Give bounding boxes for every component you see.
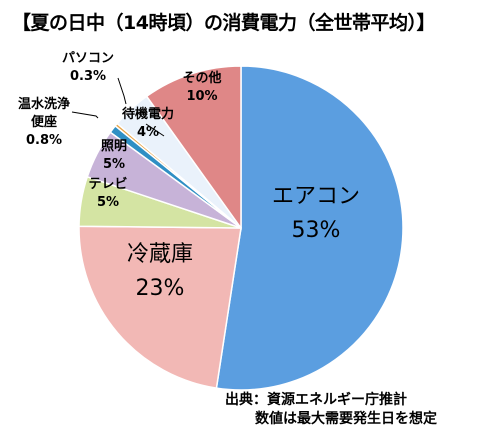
pie-value-label-other: 10%	[186, 89, 217, 104]
pie-slice-label-heated-toilet-seat: 温水洗浄	[18, 96, 70, 112]
pie-slices	[78, 65, 404, 391]
pie-value-label-standby-power: 4%	[137, 125, 159, 140]
pie-slice-label-television: テレビ	[88, 176, 127, 192]
source-line-2: 数値は最大需要発生日を想定	[255, 411, 437, 427]
pie-slice-label-pc: パソコン	[62, 51, 114, 66]
pie-value-label-heated-toilet-seat: 0.8%	[26, 133, 62, 148]
pie-slice-other	[145, 65, 242, 231]
pie-value-label-television: 5%	[97, 195, 119, 210]
source-line-1: 出典：資源エネルギー庁推計	[225, 392, 407, 408]
chart-title: 【夏の日中（14時頃）の消費電力（全世帯平均）】	[12, 12, 435, 34]
pie-slice-label-standby-power: 待機電力	[121, 106, 174, 122]
leader-line-standby-power	[145, 123, 165, 137]
source-note: 出典：資源エネルギー庁推計 数値は最大需要発生日を想定	[225, 391, 437, 429]
pie-slice-label-lighting: 照明	[101, 139, 127, 154]
pie-slice-label-refrigerator: 冷蔵庫	[127, 242, 193, 267]
pie-slice-refrigerator	[78, 225, 242, 389]
pie-value-label-lighting: 5%	[103, 157, 125, 172]
leader-line-heated-toilet-seat	[71, 111, 99, 119]
pie-slice-label-aircon: エアコン	[272, 184, 360, 209]
pie-value-label-pc: 0.3%	[70, 69, 106, 84]
pie-slice-label-other: その他	[182, 70, 221, 86]
pie-value-label-aircon: 53%	[292, 218, 341, 243]
pie-slice-aircon	[215, 65, 404, 391]
pie-slice-label-heated-toilet-seat: 便座	[31, 114, 57, 130]
leader-line-pc	[117, 77, 127, 105]
pie-value-label-refrigerator: 23%	[136, 276, 185, 301]
